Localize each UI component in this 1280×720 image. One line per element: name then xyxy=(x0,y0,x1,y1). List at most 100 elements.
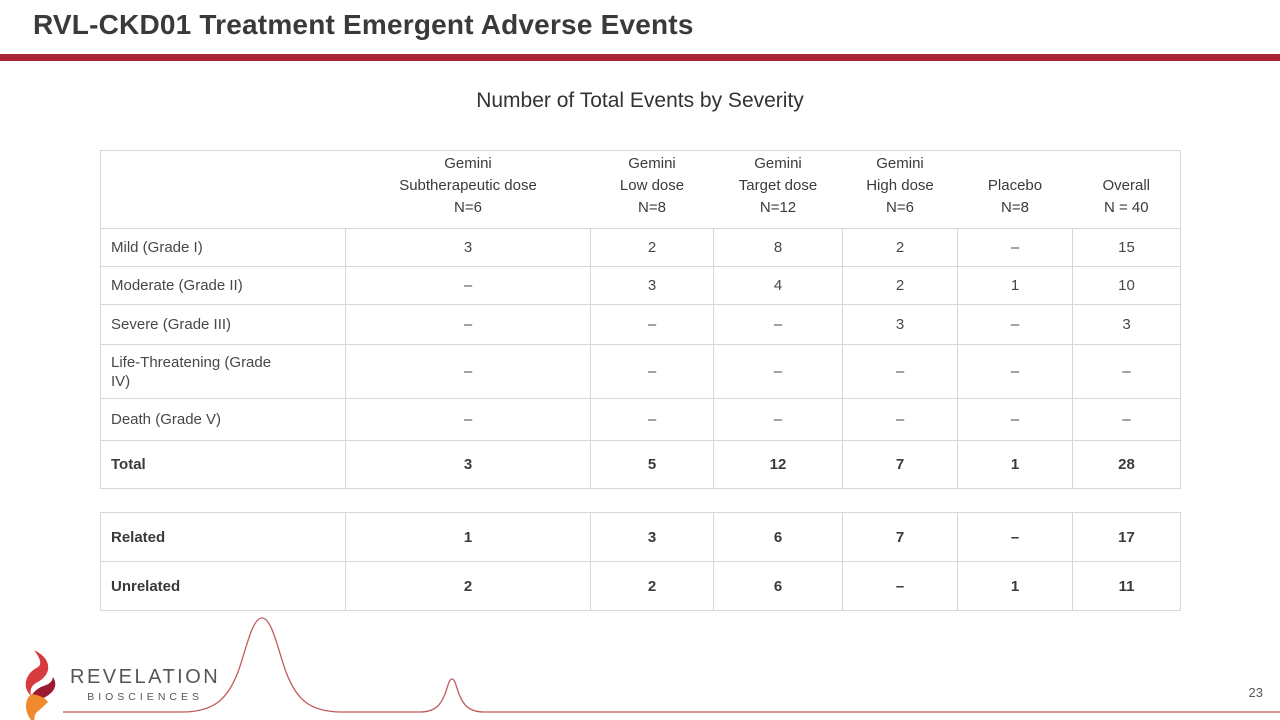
table-heading: Number of Total Events by Severity xyxy=(476,89,804,112)
cell-value: – xyxy=(957,512,1073,562)
row-label: Unrelated xyxy=(100,561,346,611)
header-line: Gemini xyxy=(444,155,492,172)
row-label: Life-Threatening (Grade IV) xyxy=(100,344,346,399)
cell-value: – xyxy=(345,304,591,345)
cell-value: – xyxy=(842,398,958,441)
row-label-line: Life-Threatening (Grade xyxy=(111,353,272,371)
dna-ribbon-icon xyxy=(25,650,56,720)
cell-value: 12 xyxy=(713,440,843,489)
cell-value: 1 xyxy=(957,266,1073,305)
header-line: N = 40 xyxy=(1103,199,1149,216)
cell-value: – xyxy=(957,228,1073,267)
header-cell-overall: Overall N = 40 xyxy=(1072,150,1181,229)
cell-value: 2 xyxy=(345,561,591,611)
page-title: RVL-CKD01 Treatment Emergent Adverse Eve… xyxy=(33,9,694,40)
cell-value: 1 xyxy=(957,561,1073,611)
cell-value: 5 xyxy=(590,440,714,489)
header-cell-target-dose: Gemini Target dose N=12 xyxy=(713,150,843,229)
table-row-life-threatening: Life-Threatening (Grade IV) – – – – – – xyxy=(100,344,1181,399)
row-label: Total xyxy=(100,440,346,489)
cell-value: – xyxy=(590,344,714,399)
cell-value: 2 xyxy=(842,266,958,305)
header-cell-subtherapeutic: Gemini Subtherapeutic dose N=6 xyxy=(345,150,591,229)
header-line: High dose xyxy=(866,177,934,194)
header-line: N=8 xyxy=(1001,199,1029,216)
cell-value: – xyxy=(713,304,843,345)
cell-value: – xyxy=(957,344,1073,399)
cell-value: 6 xyxy=(713,561,843,611)
header-cell-placebo: Placebo N=8 xyxy=(957,150,1073,229)
cell-value: 4 xyxy=(713,266,843,305)
cell-value: – xyxy=(713,344,843,399)
page-number: 23 xyxy=(1248,685,1263,700)
cell-value: – xyxy=(957,304,1073,345)
chromatogram-curve-icon xyxy=(63,617,1280,713)
header-line: Gemini xyxy=(876,155,924,172)
cell-value: – xyxy=(1072,344,1181,399)
cell-value: 8 xyxy=(713,228,843,267)
header-cell-empty xyxy=(100,150,346,229)
table-row-mild: Mild (Grade I) 3 2 8 2 – 15 xyxy=(100,228,1181,267)
cell-value: 28 xyxy=(1072,440,1181,489)
header-line: Target dose xyxy=(738,177,818,194)
cell-value: – xyxy=(1072,398,1181,441)
header-line: N=8 xyxy=(638,199,666,216)
cell-value: 2 xyxy=(590,561,714,611)
header-line: Gemini xyxy=(754,155,802,172)
row-label: Related xyxy=(100,512,346,562)
row-label: Moderate (Grade II) xyxy=(100,266,346,305)
cell-value: 1 xyxy=(957,440,1073,489)
severity-header-row: Gemini Subtherapeutic dose N=6 Gemini Lo… xyxy=(100,150,1181,229)
cell-value: 3 xyxy=(345,440,591,489)
header-line: N=6 xyxy=(454,199,482,216)
logo: REVELATION BIOSCIENCES xyxy=(22,650,220,720)
header-line: N=6 xyxy=(886,199,914,216)
row-label: Severe (Grade III) xyxy=(100,304,346,345)
cell-value: – xyxy=(590,304,714,345)
cell-value: – xyxy=(590,398,714,441)
cell-value: 2 xyxy=(590,228,714,267)
row-label: Mild (Grade I) xyxy=(100,228,346,267)
row-label-line: IV) xyxy=(111,372,131,390)
cell-value: – xyxy=(957,398,1073,441)
severity-table: Gemini Subtherapeutic dose N=6 Gemini Lo… xyxy=(100,150,1181,489)
table-row-related: Related 1 3 6 7 – 17 xyxy=(100,512,1181,562)
cell-value: 11 xyxy=(1072,561,1181,611)
cell-value: 3 xyxy=(345,228,591,267)
cell-value: 7 xyxy=(842,512,958,562)
header-line: Overall xyxy=(1102,177,1150,194)
accent-divider xyxy=(0,54,1280,61)
header-line: Subtherapeutic dose xyxy=(399,177,537,194)
header-line: Low dose xyxy=(619,177,685,194)
logo-subname: BIOSCIENCES xyxy=(87,691,203,703)
table-row-moderate: Moderate (Grade II) – 3 4 2 1 10 xyxy=(100,266,1181,305)
logo-name: REVELATION xyxy=(70,666,221,688)
header-line: N=12 xyxy=(759,199,797,216)
table-row-death: Death (Grade V) – – – – – – xyxy=(100,398,1181,441)
logo-text: REVELATION BIOSCIENCES xyxy=(70,667,220,703)
cell-value: 3 xyxy=(1072,304,1181,345)
cell-value: – xyxy=(345,344,591,399)
header-line: Placebo xyxy=(987,177,1043,194)
cell-value: 6 xyxy=(713,512,843,562)
row-label: Death (Grade V) xyxy=(100,398,346,441)
cell-value: 2 xyxy=(842,228,958,267)
header-cell-low-dose: Gemini Low dose N=8 xyxy=(590,150,714,229)
cell-value: 3 xyxy=(590,512,714,562)
table-row-total: Total 3 5 12 7 1 28 xyxy=(100,440,1181,489)
table-row-severe: Severe (Grade III) – – – 3 – 3 xyxy=(100,304,1181,345)
cell-value: 3 xyxy=(842,304,958,345)
cell-value: 15 xyxy=(1072,228,1181,267)
cell-value: – xyxy=(345,266,591,305)
header-cell-high-dose: Gemini High dose N=6 xyxy=(842,150,958,229)
header-line: Gemini xyxy=(628,155,676,172)
cell-value: – xyxy=(713,398,843,441)
cell-value: 1 xyxy=(345,512,591,562)
cell-value: 17 xyxy=(1072,512,1181,562)
cell-value: 3 xyxy=(590,266,714,305)
cell-value: 7 xyxy=(842,440,958,489)
relation-table: Related 1 3 6 7 – 17 Unrelated 2 2 6 – 1… xyxy=(100,512,1181,611)
cell-value: – xyxy=(345,398,591,441)
cell-value: – xyxy=(842,561,958,611)
